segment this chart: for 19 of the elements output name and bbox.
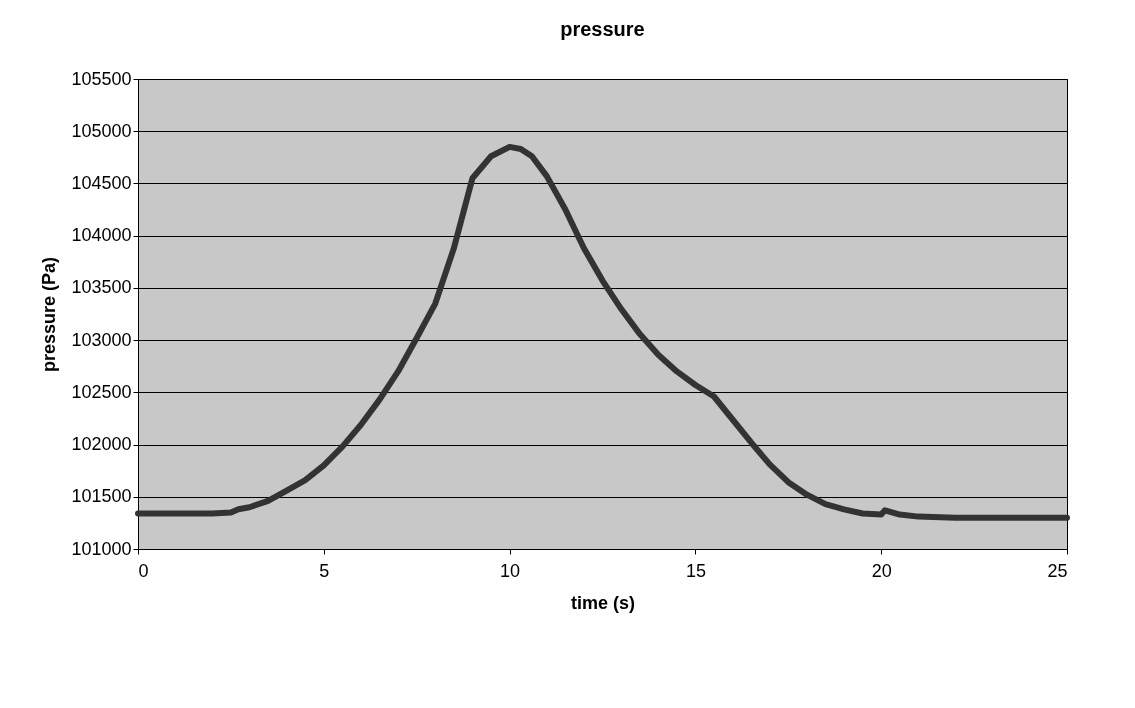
y-tick-label: 101500 bbox=[71, 486, 132, 507]
y-tick-label: 104000 bbox=[71, 225, 132, 246]
chart-title: pressure bbox=[560, 18, 645, 40]
x-tick-label: 15 bbox=[685, 560, 706, 581]
y-tick-label: 104500 bbox=[71, 172, 132, 193]
x-tick-label: 5 bbox=[319, 560, 330, 581]
x-tick-label: 20 bbox=[871, 560, 892, 581]
y-tick-label: 101000 bbox=[71, 538, 132, 559]
y-axis-title: pressure (Pa) bbox=[39, 256, 60, 373]
y-tick-label: 105500 bbox=[71, 68, 132, 89]
y-tick-label: 103500 bbox=[71, 277, 132, 298]
x-tick-label: 25 bbox=[1047, 560, 1068, 581]
x-tick-label: 0 bbox=[138, 560, 149, 581]
x-axis-title: time (s) bbox=[570, 592, 636, 613]
y-tick-label: 102500 bbox=[71, 381, 132, 402]
y-tick-label: 103000 bbox=[71, 329, 132, 350]
y-tick-label: 105000 bbox=[71, 120, 132, 141]
y-tick-label: 102000 bbox=[71, 434, 132, 455]
x-tick-label: 10 bbox=[500, 560, 521, 581]
